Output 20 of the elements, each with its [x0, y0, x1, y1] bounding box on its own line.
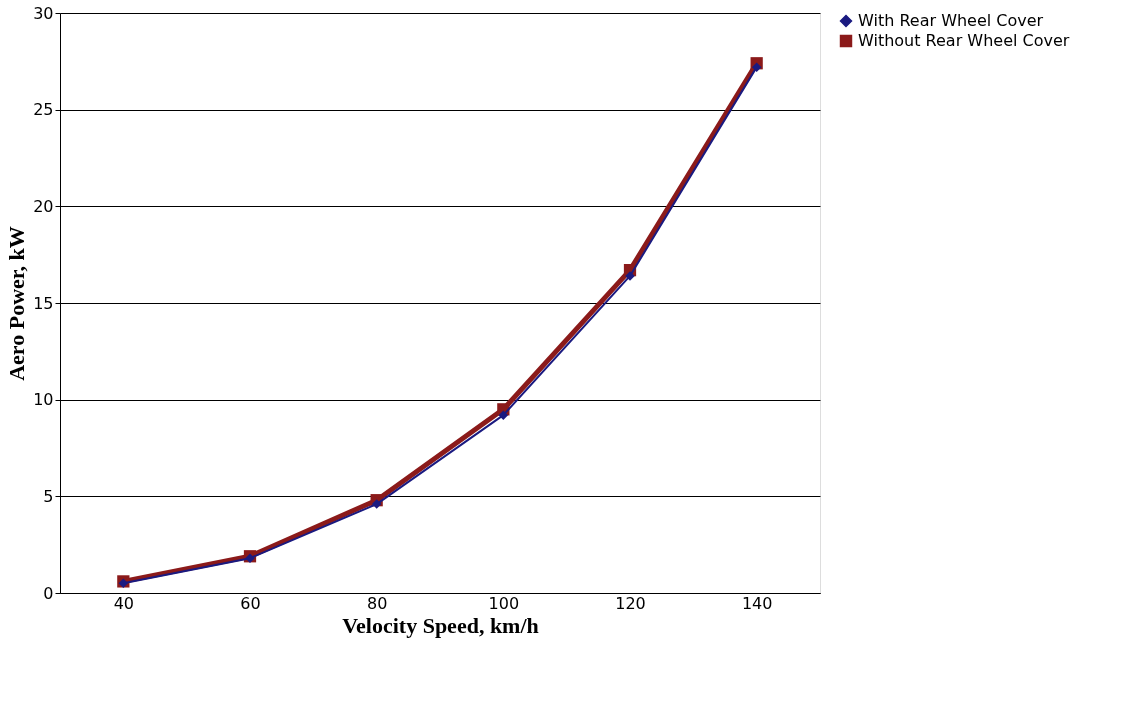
y-tick-label: 15	[33, 293, 54, 313]
legend-label: With Rear Wheel Cover	[858, 11, 1044, 30]
x-tick-label: 120	[615, 593, 646, 613]
y-tick-label: 20	[33, 196, 54, 216]
point	[751, 62, 762, 72]
y-tick-label: 0	[43, 583, 54, 603]
y-tick-label: 30	[33, 3, 54, 23]
y-tick-label: 25	[33, 100, 54, 120]
y-axis-title: Aero Power, kW	[4, 226, 30, 381]
point	[371, 499, 382, 509]
y-tick-label: 10	[33, 390, 54, 410]
y-tick-label: 5	[43, 486, 54, 506]
x-tick-label: 80	[366, 593, 388, 613]
legend-label: Without Rear Wheel Cover	[858, 31, 1070, 50]
x-tick-label: 60	[240, 593, 261, 613]
x-tick-label: 140	[741, 593, 773, 613]
x-tick-label: 100	[488, 593, 520, 613]
x-axis-title: Velocity Speed, km/h	[342, 612, 539, 638]
x-tick-label: 40	[113, 593, 135, 613]
point	[498, 410, 509, 420]
